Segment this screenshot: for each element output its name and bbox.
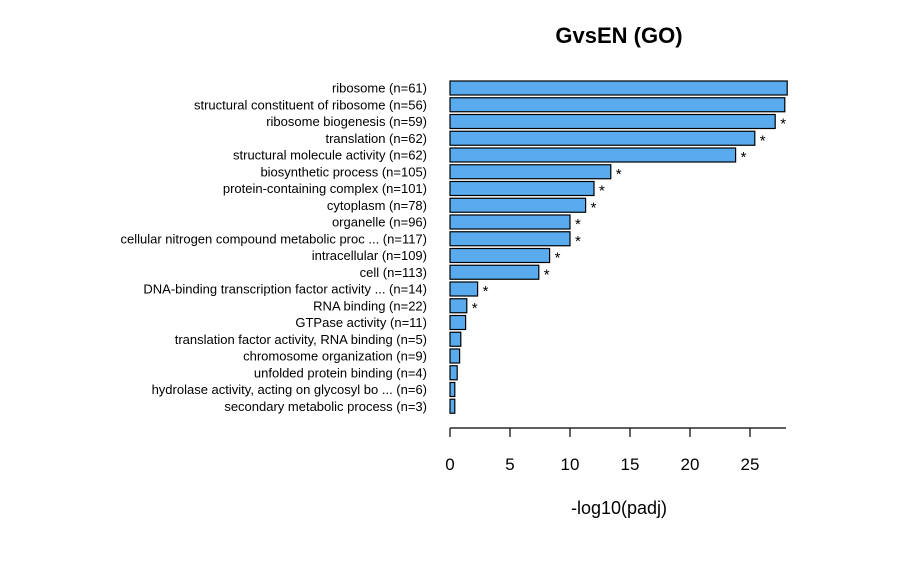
significance-marker-4: * (741, 149, 747, 166)
category-labels-group: ribosome (n=61)structural constituent of… (120, 81, 427, 414)
significance-marker-3: * (760, 132, 766, 149)
bar-7 (449, 197, 587, 213)
bar-9 (449, 231, 571, 247)
bar-17 (449, 365, 458, 381)
bar-6 (449, 180, 595, 197)
category-label-4: structural molecule activity (n=62) (233, 148, 427, 163)
bar-1 (449, 97, 786, 113)
category-label-7: cytoplasm (n=78) (327, 198, 427, 213)
category-label-11: cell (n=113) (360, 265, 427, 280)
bar-18 (449, 381, 456, 398)
category-label-1: structural constituent of ribosome (n=56… (194, 97, 427, 112)
x-axis: 0 5 10 15 20 25 (445, 427, 786, 474)
bar-0 (449, 80, 788, 96)
significance-marker-7: * (591, 199, 597, 216)
category-label-6: protein-containing complex (n=101) (223, 181, 427, 196)
significance-marker-10: * (555, 250, 561, 267)
category-label-13: RNA binding (n=22) (313, 298, 427, 313)
category-label-17: unfolded protein binding (n=4) (254, 365, 427, 380)
bars-group (449, 80, 788, 414)
bar-12 (449, 281, 479, 297)
significance-marker-5: * (616, 166, 622, 183)
significance-marker-13: * (472, 300, 478, 317)
significance-marker-2: * (780, 116, 786, 133)
significance-marker-11: * (544, 266, 550, 283)
chart-title: GvsEN (GO) (555, 23, 682, 48)
category-label-3: translation (n=62) (325, 131, 427, 146)
category-label-0: ribosome (n=61) (332, 81, 427, 96)
significance-marker-9: * (575, 233, 581, 250)
bar-13 (449, 298, 468, 314)
category-label-8: organelle (n=96) (332, 215, 427, 230)
bar-10 (449, 247, 551, 264)
category-label-10: intracellular (n=109) (312, 248, 427, 263)
significance-marker-12: * (483, 283, 489, 300)
bar-15 (449, 331, 462, 347)
x-tick-label-0: 0 (445, 455, 454, 474)
bar-19 (449, 398, 456, 414)
category-label-12: DNA-binding transcription factor activit… (143, 282, 427, 297)
significance-markers-group: ************ (472, 116, 786, 317)
bar-11 (449, 264, 540, 280)
category-label-15: translation factor activity, RNA binding… (175, 332, 427, 347)
x-tick-label-2: 10 (561, 455, 580, 474)
bar-16 (449, 348, 461, 364)
bar-2 (449, 113, 776, 130)
significance-marker-6: * (599, 183, 605, 200)
bar-14 (449, 314, 467, 331)
category-label-9: cellular nitrogen compound metabolic pro… (120, 231, 427, 246)
x-axis-label: -log10(padj) (571, 498, 667, 518)
x-tick-label-3: 15 (621, 455, 640, 474)
category-label-14: GTPase activity (n=11) (295, 315, 427, 330)
category-label-19: secondary metabolic process (n=3) (224, 399, 427, 414)
category-label-2: ribosome biogenesis (n=59) (266, 114, 427, 129)
x-tick-label-1: 5 (505, 455, 514, 474)
x-tick-label-5: 25 (741, 455, 760, 474)
category-label-5: biosynthetic process (n=105) (260, 164, 427, 179)
bar-4 (449, 147, 737, 163)
significance-marker-8: * (575, 216, 581, 233)
category-label-18: hydrolase activity, acting on glycosyl b… (152, 382, 427, 397)
x-tick-label-4: 20 (681, 455, 700, 474)
category-label-16: chromosome organization (n=9) (243, 349, 427, 364)
bar-8 (449, 214, 571, 230)
bar-3 (449, 130, 756, 146)
bar-5 (449, 164, 612, 180)
